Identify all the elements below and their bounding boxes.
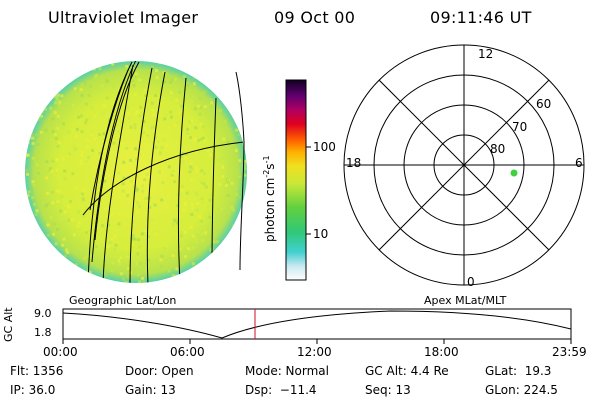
alt-y-top: 9.0: [34, 307, 52, 320]
colorbar: [285, 79, 311, 281]
altitude-curve: [62, 310, 572, 339]
mlt-label-18: 18: [346, 156, 362, 170]
mlt-label-0: 0: [467, 275, 475, 289]
status-mode: Mode: Normal: [245, 364, 329, 378]
polar-plot: [343, 44, 585, 286]
limb-line-upper: [235, 71, 245, 143]
status-glat: GLat: 19.3: [485, 364, 552, 378]
satellite-position-dot: [510, 169, 518, 177]
colorbar-label-100: 100: [313, 140, 336, 154]
altitude-plot: [62, 308, 572, 344]
time-tick-2359: 23:59: [552, 345, 587, 359]
alt-y-bottom: 1.8: [34, 326, 52, 339]
lat-label-60: 60: [536, 97, 552, 111]
time-tick-1800: 18:00: [424, 345, 459, 359]
left-panel-caption: Geographic Lat/Lon: [69, 294, 177, 307]
polar-diagonal-2: [378, 79, 550, 251]
colorbar-label-10: 10: [313, 227, 329, 241]
lat-label-70: 70: [512, 120, 528, 134]
status-ip: IP: 36.0: [10, 383, 56, 397]
mlt-label-12: 12: [478, 47, 494, 61]
gc-alt-axis-label: GC Alt: [2, 307, 15, 342]
instrument-title: Ultraviolet Imager: [48, 8, 199, 27]
status-gain: Gain: 13: [125, 383, 176, 397]
time-tick-1200: 12:00: [297, 345, 332, 359]
right-panel-caption: Apex MLat/MLT: [424, 294, 507, 307]
status-gc-alt: GC Alt: 4.4 Re: [365, 364, 449, 378]
uv-image-disk: [25, 61, 247, 283]
geographic-grid: [82, 61, 245, 283]
mlt-label-6: 6: [575, 156, 583, 170]
status-dsp: Dsp: −11.4: [245, 383, 317, 397]
time-tick-0600: 06:00: [170, 345, 205, 359]
status-seq: Seq: 13: [365, 383, 411, 397]
status-glon: GLon: 224.5: [485, 383, 558, 397]
altitude-axis-ticks: [62, 339, 572, 344]
limb-line: [239, 141, 245, 271]
status-flt: Flt: 1356: [10, 364, 64, 378]
colorbar-unit-label: photon cm-2s-1: [262, 155, 277, 242]
date-label: 09 Oct 00: [274, 8, 356, 27]
lat-label-80: 80: [490, 142, 506, 156]
time-label: 09:11:46 UT: [430, 8, 532, 27]
time-tick-0000: 00:00: [43, 345, 78, 359]
status-door: Door: Open: [125, 364, 194, 378]
